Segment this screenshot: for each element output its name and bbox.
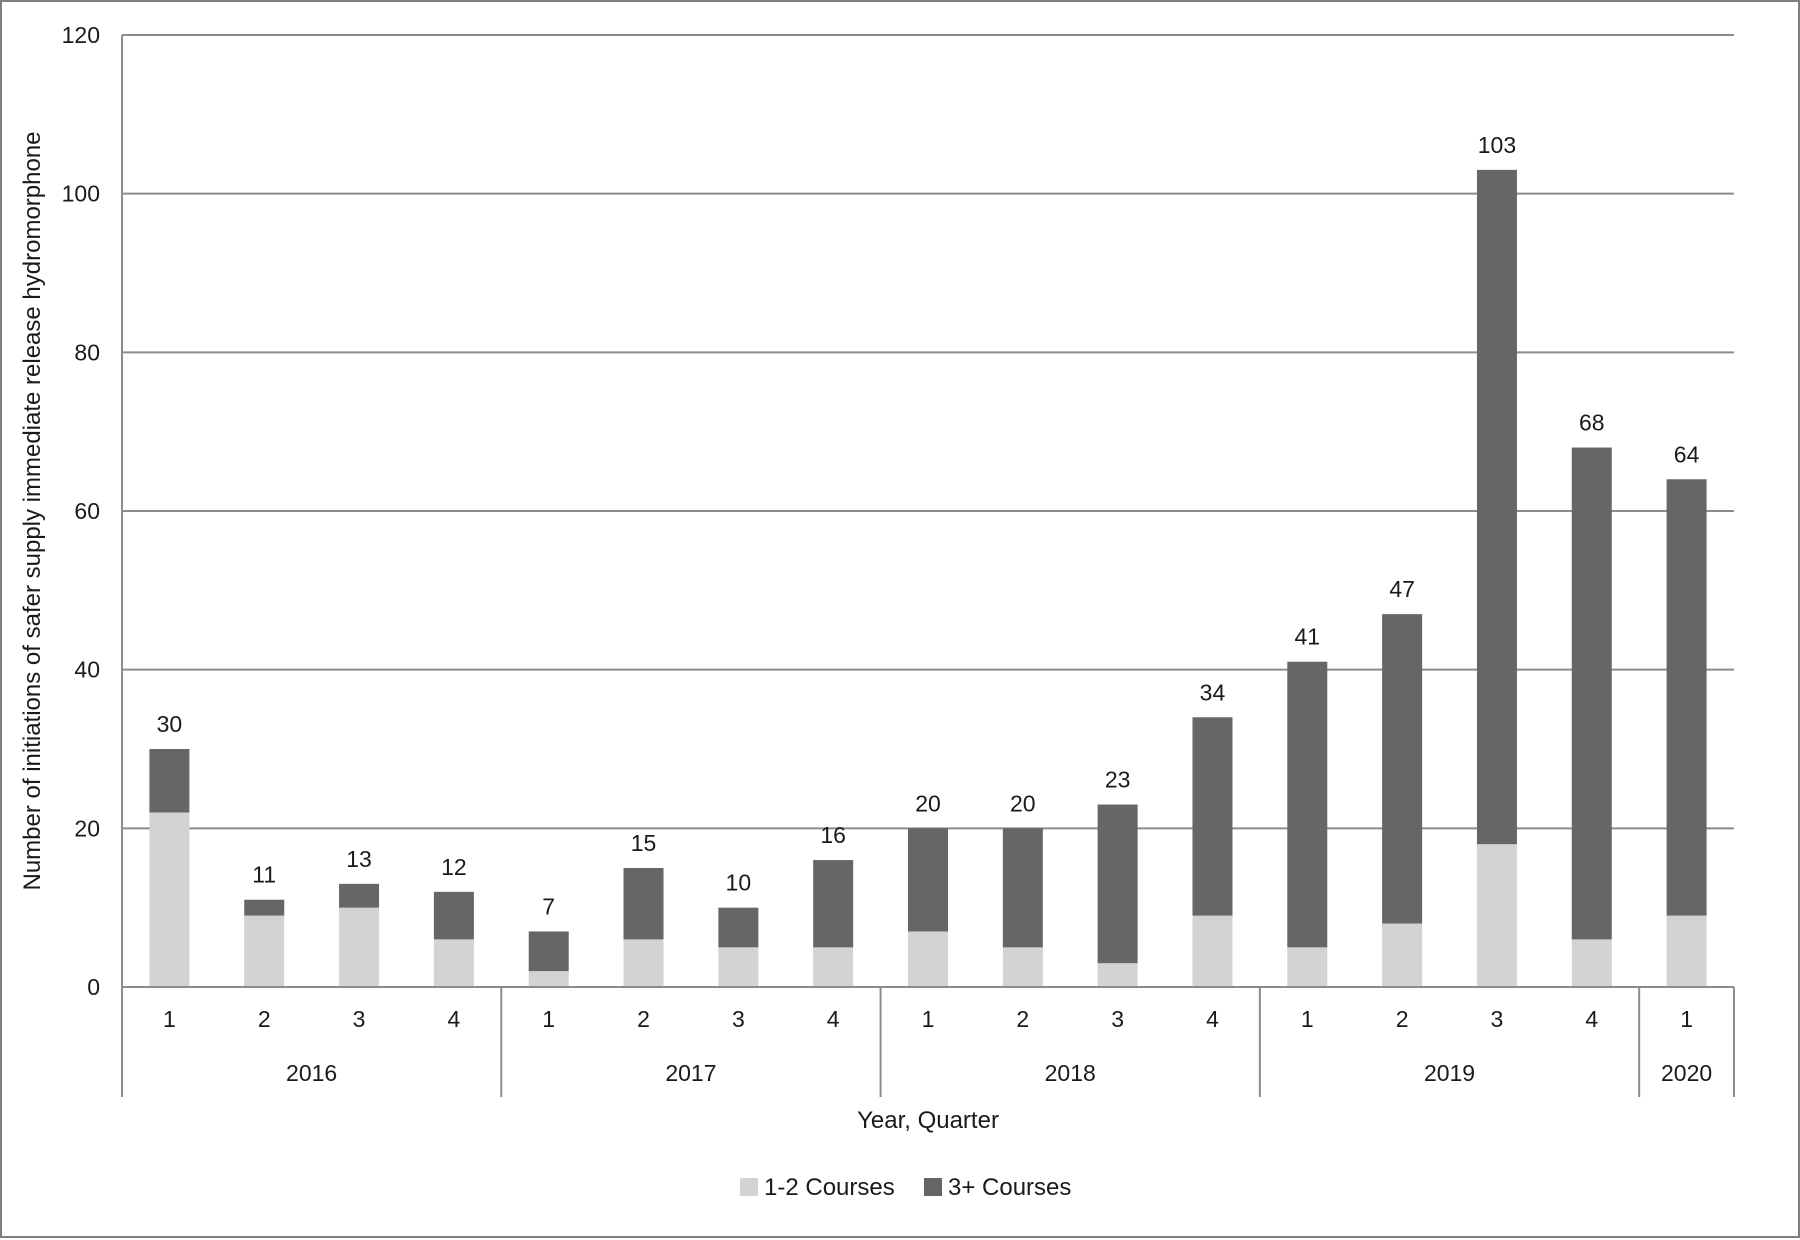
x-axis-title: Year, Quarter <box>857 1107 999 1134</box>
bar-segment-3plus-courses <box>1571 447 1612 940</box>
x-tick-label-quarter: 3 <box>1111 1006 1124 1032</box>
legend-label: 1-2 Courses <box>764 1174 895 1201</box>
data-label-total: 12 <box>441 854 467 880</box>
bar-segment-1-2-courses <box>1476 844 1517 987</box>
x-group-label-year: 2018 <box>1045 1060 1096 1086</box>
data-label-total: 23 <box>1105 767 1131 793</box>
y-tick-label: 100 <box>62 181 100 207</box>
legend: 1-2 Courses 3+ Courses <box>740 1174 1071 1201</box>
x-group-label-year: 2016 <box>286 1060 337 1086</box>
bar-segment-3plus-courses <box>1287 661 1328 948</box>
data-label-total: 13 <box>346 846 372 872</box>
bar-segment-1-2-courses <box>339 907 380 987</box>
data-label-total: 16 <box>820 822 846 848</box>
legend-swatch <box>740 1178 758 1196</box>
data-label-total: 47 <box>1389 576 1415 602</box>
bar-segment-3plus-courses <box>149 749 190 813</box>
x-tick-label-quarter: 4 <box>827 1006 840 1032</box>
bar-segment-3plus-courses <box>339 883 380 908</box>
bar-segment-1-2-courses <box>244 915 285 987</box>
data-label-total: 7 <box>542 893 555 919</box>
x-tick-label-quarter: 1 <box>163 1006 176 1032</box>
x-group-label-year: 2019 <box>1424 1060 1475 1086</box>
x-tick-label-quarter: 4 <box>1206 1006 1219 1032</box>
y-tick-label: 20 <box>74 815 100 841</box>
bar-segment-3plus-courses <box>813 860 854 948</box>
data-label-total: 11 <box>252 862 276 888</box>
bar-segment-1-2-courses <box>1097 963 1138 987</box>
data-labels: 30 11 13 12 7 15 10 16 20 20 23 34 41 47 103 68 64 <box>157 132 1700 920</box>
data-label-total: 34 <box>1200 679 1226 705</box>
data-label-total: 20 <box>1010 790 1036 816</box>
y-tick-label: 60 <box>74 498 100 524</box>
x-group-labels: 2016 2017 2018 2019 2020 <box>286 1060 1712 1086</box>
bar-segment-1-2-courses <box>813 947 854 987</box>
legend-label: 3+ Courses <box>948 1174 1071 1201</box>
bar-segment-3plus-courses <box>718 907 759 948</box>
data-label-total: 30 <box>157 711 183 737</box>
data-label-total: 64 <box>1674 441 1700 467</box>
x-group-label-year: 2017 <box>665 1060 716 1086</box>
data-label-total: 41 <box>1294 624 1320 650</box>
x-tick-label-quarter: 2 <box>258 1006 271 1032</box>
bar-segment-1-2-courses <box>149 812 190 987</box>
bars <box>149 169 1707 987</box>
bar-segment-3plus-courses <box>433 891 474 940</box>
x-tick-label-quarter: 2 <box>1016 1006 1029 1032</box>
bar-segment-1-2-courses <box>1571 939 1612 987</box>
y-axis-title: Number of initiations of safer supply im… <box>19 131 46 890</box>
x-tick-label-quarter: 2 <box>1396 1006 1409 1032</box>
x-tick-label-quarter: 4 <box>447 1006 460 1032</box>
y-tick-label: 80 <box>74 339 100 365</box>
bar-segment-1-2-courses <box>1287 947 1328 987</box>
bar-segment-1-2-courses <box>1192 915 1233 987</box>
legend-swatch <box>924 1178 942 1196</box>
bar-segment-3plus-courses <box>1476 169 1517 845</box>
bar-segment-1-2-courses <box>1382 923 1423 987</box>
data-label-total: 20 <box>915 790 941 816</box>
gridlines <box>122 34 1734 830</box>
bar-segment-1-2-courses <box>908 931 948 987</box>
x-tick-label-quarter: 3 <box>1491 1006 1504 1032</box>
x-tick-label-quarter: 1 <box>922 1006 935 1032</box>
bar-segment-1-2-courses <box>623 939 664 987</box>
bar-segment-3plus-courses <box>1382 614 1423 924</box>
x-tick-labels: 1 2 3 4 1 2 3 4 1 2 3 4 1 2 3 4 1 <box>163 1006 1693 1032</box>
y-tick-label: 120 <box>62 22 100 48</box>
data-label-total: 15 <box>631 830 657 856</box>
x-tick-label-quarter: 4 <box>1585 1006 1598 1032</box>
bar-segment-1-2-courses <box>528 971 569 987</box>
x-tick-label-quarter: 1 <box>1680 1006 1693 1032</box>
data-label-total: 103 <box>1478 132 1516 158</box>
x-tick-label-quarter: 1 <box>542 1006 555 1032</box>
bar-segment-3plus-courses <box>1192 717 1233 916</box>
bar-segment-1-2-courses <box>433 939 474 987</box>
bar-segment-3plus-courses <box>908 828 948 932</box>
axes <box>121 35 1735 1097</box>
y-tick-label: 40 <box>74 657 100 683</box>
data-label-total: 68 <box>1579 410 1605 436</box>
bar-segment-3plus-courses <box>623 868 664 940</box>
x-tick-label-quarter: 3 <box>353 1006 366 1032</box>
bar-segment-1-2-courses <box>1666 915 1707 987</box>
bar-segment-3plus-courses <box>1002 828 1043 948</box>
bar-segment-3plus-courses <box>1097 804 1138 964</box>
x-tick-label-quarter: 1 <box>1301 1006 1314 1032</box>
bar-segment-1-2-courses <box>1002 947 1043 987</box>
y-tick-label: 0 <box>87 974 100 1000</box>
x-tick-label-quarter: 2 <box>637 1006 650 1032</box>
bar-segment-3plus-courses <box>528 931 569 972</box>
bar-segment-1-2-courses <box>718 947 759 987</box>
y-tick-labels: 0 20 40 60 80 100 120 <box>62 22 100 1000</box>
bar-segment-3plus-courses <box>244 899 285 916</box>
bar-segment-3plus-courses <box>1666 479 1707 916</box>
x-tick-label-quarter: 3 <box>732 1006 745 1032</box>
data-label-total: 10 <box>726 870 752 896</box>
x-group-label-year: 2020 <box>1661 1060 1712 1086</box>
